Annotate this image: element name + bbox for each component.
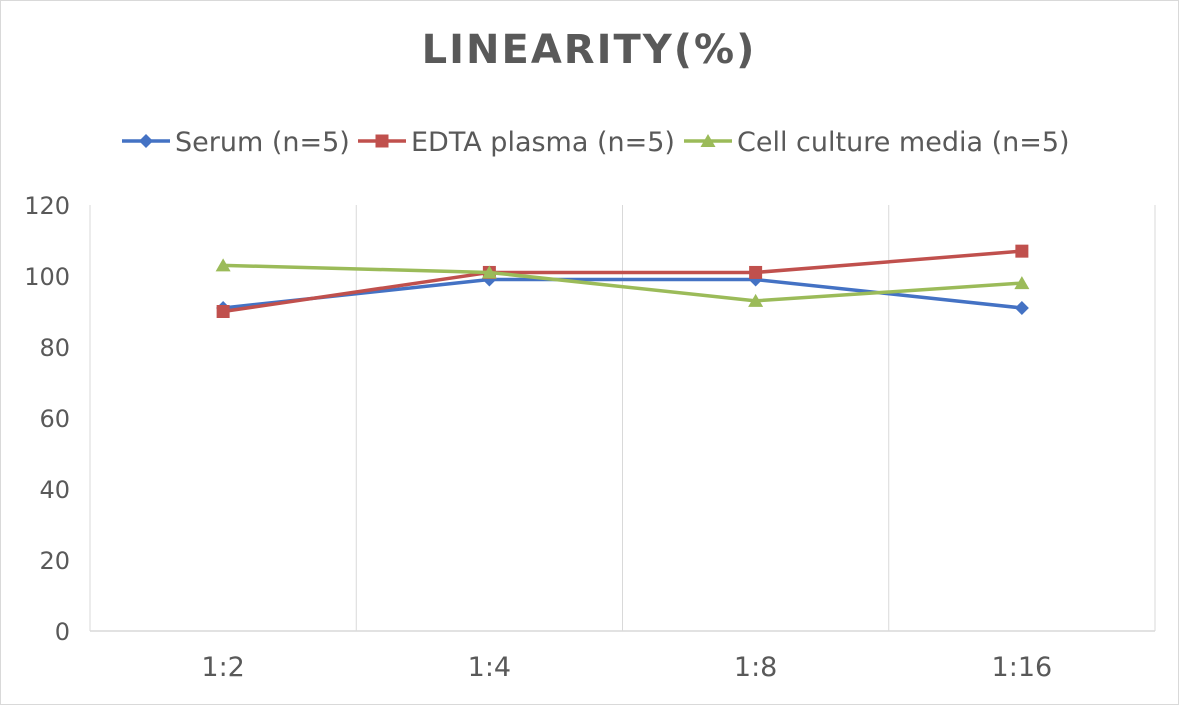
legend-item: Serum (n=5) bbox=[122, 127, 350, 158]
legend-label: Serum (n=5) bbox=[175, 127, 350, 158]
x-tick-label: 1:8 bbox=[734, 652, 777, 683]
y-tick-label: 80 bbox=[39, 334, 70, 362]
legend-item: EDTA plasma (n=5) bbox=[358, 127, 675, 158]
x-tick-label: 1:16 bbox=[992, 652, 1053, 683]
y-tick-label: 40 bbox=[39, 476, 70, 504]
y-axis: 0 20 40 60 80 100 120 bbox=[24, 192, 70, 646]
legend-label: EDTA plasma (n=5) bbox=[411, 127, 675, 158]
legend-label: Cell culture media (n=5) bbox=[737, 127, 1070, 158]
square-marker bbox=[1015, 244, 1029, 258]
triangle-marker bbox=[481, 265, 497, 279]
triangle-marker bbox=[1014, 276, 1030, 290]
x-tick-label: 1:2 bbox=[201, 652, 244, 683]
y-tick-label: 120 bbox=[24, 192, 70, 220]
series-line bbox=[223, 263, 1022, 303]
y-tick-label: 20 bbox=[39, 547, 70, 575]
x-axis: 1:2 1:4 1:8 1:16 bbox=[201, 652, 1052, 683]
triangle-marker bbox=[215, 258, 231, 272]
series-cell bbox=[215, 258, 1030, 307]
series-line bbox=[222, 277, 1023, 310]
triangle-marker bbox=[748, 293, 764, 307]
square-marker bbox=[216, 305, 230, 318]
diamond-marker bbox=[139, 134, 153, 148]
y-tick-label: 60 bbox=[39, 405, 70, 433]
square-marker bbox=[375, 134, 389, 148]
x-tick-label: 1:4 bbox=[468, 652, 511, 683]
diamond-marker bbox=[1014, 300, 1029, 315]
y-tick-label: 100 bbox=[24, 263, 70, 291]
gridlines bbox=[89, 205, 1156, 632]
legend-item: Cell culture media (n=5) bbox=[684, 127, 1070, 158]
series-group bbox=[215, 244, 1030, 318]
triangle-marker bbox=[700, 134, 716, 147]
series-line bbox=[222, 249, 1023, 314]
y-tick-label: 0 bbox=[55, 618, 70, 646]
chart-title: LINEARITY(%) bbox=[422, 27, 757, 73]
square-marker bbox=[749, 265, 763, 279]
legend: Serum (n=5) EDTA plasma (n=5) Cell culture… bbox=[122, 127, 1070, 158]
